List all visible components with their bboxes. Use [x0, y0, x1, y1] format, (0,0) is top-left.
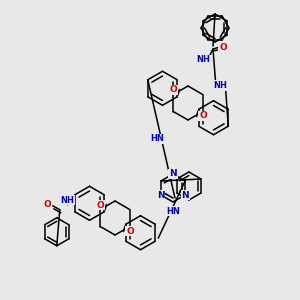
Text: O: O — [219, 43, 227, 52]
Text: NH: NH — [214, 81, 227, 90]
Text: NH: NH — [196, 56, 210, 64]
Text: N: N — [181, 190, 189, 200]
Text: O: O — [169, 85, 177, 94]
Text: O: O — [44, 200, 52, 209]
Text: NH: NH — [60, 196, 74, 205]
Text: O: O — [199, 112, 207, 121]
Text: N: N — [157, 190, 165, 200]
Text: O: O — [96, 200, 104, 209]
Text: N: N — [169, 169, 177, 178]
Text: HN: HN — [166, 207, 180, 216]
Text: HN: HN — [151, 134, 164, 143]
Text: O: O — [126, 226, 134, 236]
